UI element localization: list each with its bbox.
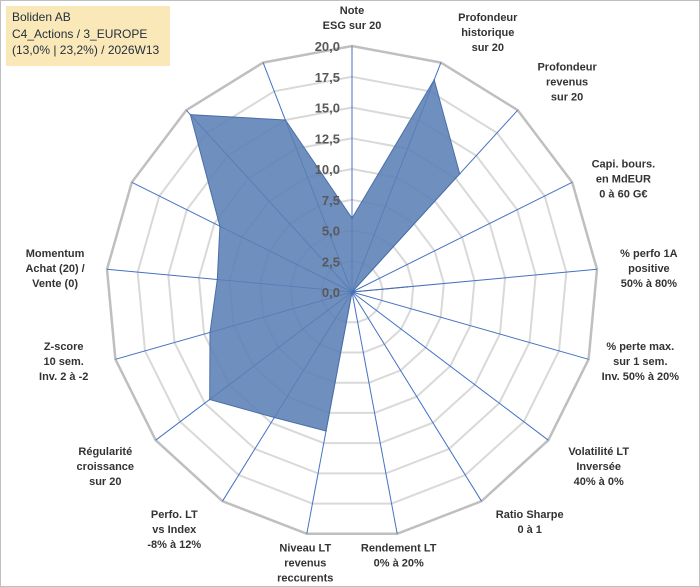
radial-tick-labels: 0,0 2,5 5,0 7,5 10,0 12,5 15,0 17,5 20,0 bbox=[315, 39, 340, 300]
data-point bbox=[458, 173, 461, 175]
axis-labels: Note ESG sur 20 Profondeur historique sur 20… bbox=[25, 5, 680, 587]
axis-label: % perte max. sur 1 sem. Inv. 50% à 20% bbox=[602, 341, 680, 383]
tick-label: 2,5 bbox=[322, 254, 340, 269]
data-point bbox=[219, 225, 221, 227]
grid-ring bbox=[105, 44, 599, 536]
data-point bbox=[433, 79, 436, 81]
grid-ring bbox=[136, 75, 568, 505]
axis-label: Volatilité LT Inversée 40% à 0% bbox=[568, 446, 629, 488]
grid-ring bbox=[167, 106, 537, 475]
axis-spoke bbox=[351, 291, 482, 502]
axis-spoke bbox=[351, 291, 398, 534]
axis-label: Niveau LTrevenusreccurents0% à 6% bbox=[277, 543, 333, 587]
chart-title-category: C4_Actions / 3_EUROPE bbox=[12, 26, 148, 41]
tick-label: 7,5 bbox=[322, 193, 340, 208]
axis-spoke bbox=[351, 291, 589, 360]
tick-label: 20,0 bbox=[315, 39, 340, 54]
radar-series bbox=[189, 78, 461, 432]
tick-label: 15,0 bbox=[315, 101, 340, 116]
axis-spoke bbox=[351, 291, 549, 441]
axis-label: Ratio Sharpe 0 à 1 bbox=[496, 509, 564, 536]
tick-label: 5,0 bbox=[322, 224, 340, 239]
axis-label: Capi. bours. en MdEUR 0 à 60 G€ bbox=[592, 158, 656, 200]
axis-label: % perfo 1A positive 50% à 80% bbox=[620, 248, 678, 290]
data-point bbox=[189, 113, 192, 116]
tick-label: 0,0 bbox=[322, 285, 340, 300]
data-point bbox=[406, 286, 408, 288]
axis-label: Momentum Achat (20) / Vente (0) bbox=[25, 248, 84, 290]
data-point bbox=[216, 278, 219, 281]
tick-label: 17,5 bbox=[315, 70, 340, 85]
axis-label: Rendement LT 0% à 20% bbox=[361, 543, 437, 570]
data-point bbox=[284, 119, 287, 121]
axis-label: Z-score 10 sem. Inv. 2 à -2 bbox=[39, 341, 88, 383]
tick-label: 10,0 bbox=[315, 162, 340, 177]
chart-title-company: Boliden AB bbox=[12, 10, 71, 24]
data-point bbox=[208, 398, 211, 401]
axis-label: Profondeur historique sur 20 bbox=[458, 12, 518, 54]
data-point bbox=[325, 430, 327, 432]
chart-title-stats: (13,0% | 23,2%) / 2026W13 bbox=[12, 43, 160, 57]
axis-spoke bbox=[351, 181, 573, 293]
axis-label: Note ESG sur 20 bbox=[323, 5, 382, 32]
data-point bbox=[351, 217, 353, 219]
chart-title-box: Boliden AB C4_Actions / 3_EUROPE (13,0% … bbox=[6, 6, 170, 66]
axis-label: Perfo. LT vs Index -8% à 12% bbox=[147, 509, 201, 551]
axis-label: Profondeur revenus sur 20 bbox=[537, 61, 597, 103]
data-point bbox=[273, 416, 276, 419]
tick-label: 12,5 bbox=[315, 131, 340, 146]
data-point bbox=[209, 331, 211, 334]
data-point bbox=[351, 291, 353, 293]
axis-label: Régularité croissance sur 20 bbox=[77, 446, 134, 488]
